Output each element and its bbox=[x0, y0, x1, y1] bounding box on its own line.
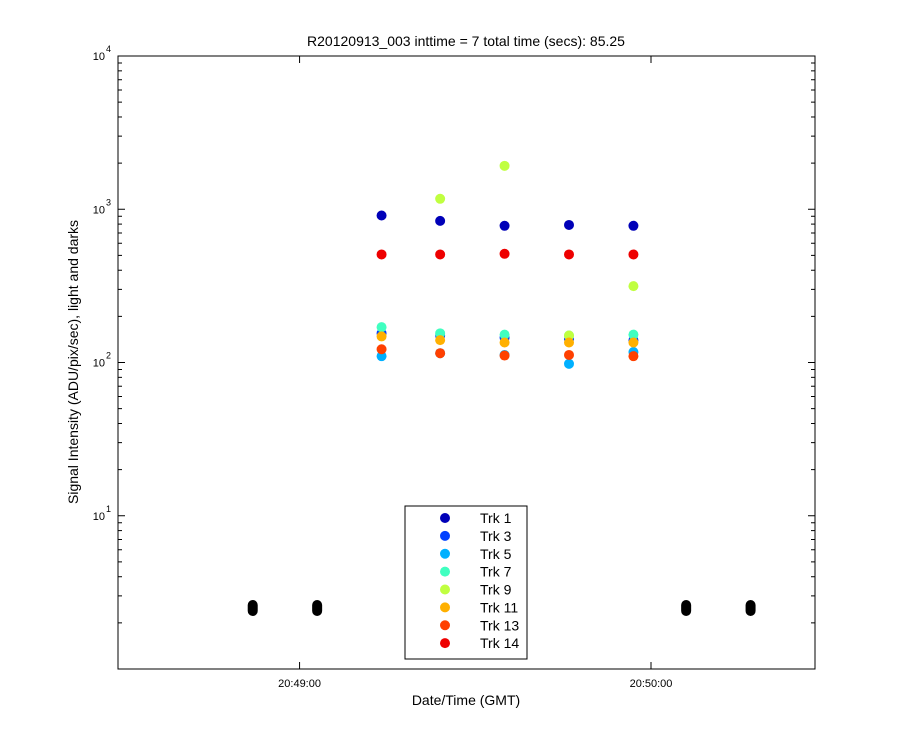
y-tick-label-base: 10 bbox=[93, 51, 105, 63]
legend-label: Trk 3 bbox=[480, 528, 512, 544]
y-tick-label-base: 10 bbox=[93, 511, 105, 523]
legend-label: Trk 1 bbox=[480, 510, 512, 526]
legend-marker bbox=[440, 530, 450, 541]
dark-point bbox=[745, 600, 756, 617]
legend-marker bbox=[440, 602, 450, 613]
scatter-point bbox=[376, 322, 387, 333]
y-tick-label-exponent: 4 bbox=[106, 44, 111, 54]
legend-label: Trk 13 bbox=[480, 617, 519, 633]
y-tick-label-exponent: 3 bbox=[106, 197, 111, 207]
scatter-point bbox=[376, 249, 387, 260]
scatter-point bbox=[564, 219, 574, 230]
legend-marker bbox=[440, 620, 450, 631]
legend-item: Trk 7 bbox=[440, 564, 512, 580]
scatter-point bbox=[628, 329, 639, 340]
x-tick-label: 20:50:00 bbox=[630, 678, 673, 690]
legend-label: Trk 9 bbox=[480, 582, 512, 598]
legend-label: Trk 7 bbox=[480, 564, 512, 580]
legend-marker bbox=[440, 566, 450, 577]
scatter-point bbox=[499, 329, 510, 340]
legend-marker bbox=[440, 513, 450, 523]
y-tick-label-exponent: 1 bbox=[106, 504, 111, 514]
scatter-point bbox=[628, 337, 639, 348]
y-tick-label-base: 10 bbox=[93, 204, 105, 216]
scatter-point bbox=[564, 349, 574, 360]
axis-ticks bbox=[118, 56, 815, 669]
legend-item: Trk 9 bbox=[440, 582, 512, 598]
scatter-point bbox=[376, 351, 387, 362]
y-tick-label: 102 bbox=[93, 351, 111, 370]
scatter-point bbox=[628, 351, 639, 362]
y-tick-label: 104 bbox=[93, 44, 111, 63]
scatter-point bbox=[435, 348, 446, 359]
scatter-point bbox=[376, 210, 387, 221]
legend-marker bbox=[440, 638, 450, 649]
legend-item: Trk 11 bbox=[440, 599, 518, 615]
scatter-point bbox=[435, 193, 446, 204]
scatter-point bbox=[435, 335, 446, 346]
scatter-point bbox=[499, 337, 510, 348]
scatter-point bbox=[628, 220, 639, 231]
y-axis-label: Signal Intensity (ADU/pix/sec), light an… bbox=[65, 220, 81, 504]
scatter-point bbox=[564, 330, 574, 341]
legend-item: Trk 14 bbox=[440, 635, 519, 651]
dark-point bbox=[681, 600, 692, 617]
dark-point bbox=[247, 600, 258, 617]
x-tick-label: 20:49:00 bbox=[278, 678, 321, 690]
scatter-point bbox=[499, 220, 510, 231]
scatter-point bbox=[564, 337, 574, 348]
y-tick-label: 103 bbox=[93, 197, 111, 216]
legend-label: Trk 11 bbox=[480, 599, 518, 615]
scatter-point bbox=[564, 358, 574, 369]
scatter-point bbox=[435, 249, 446, 260]
y-tick-label-base: 10 bbox=[93, 358, 105, 370]
scatter-point bbox=[628, 249, 639, 260]
data-points bbox=[247, 160, 756, 617]
scatter-point bbox=[499, 248, 510, 259]
legend-box bbox=[404, 505, 528, 660]
legend-item: Trk 3 bbox=[440, 528, 512, 544]
scatter-point bbox=[628, 281, 639, 292]
y-tick-label-exponent: 2 bbox=[106, 351, 111, 361]
scatter-point bbox=[376, 344, 387, 355]
legend-marker bbox=[440, 548, 450, 559]
legend-item: Trk 5 bbox=[440, 546, 512, 562]
scatter-point bbox=[564, 249, 574, 260]
scatter-point bbox=[499, 160, 510, 171]
legend-marker bbox=[440, 584, 450, 595]
scatter-point bbox=[376, 331, 387, 342]
legend-item: Trk 1 bbox=[440, 510, 512, 526]
legend-label: Trk 14 bbox=[480, 635, 519, 651]
legend-item: Trk 13 bbox=[440, 617, 519, 633]
y-tick-label: 101 bbox=[93, 504, 111, 523]
scatter-point bbox=[499, 350, 510, 361]
legend-label: Trk 5 bbox=[480, 546, 512, 562]
dark-point bbox=[312, 600, 323, 617]
plot-frame bbox=[117, 55, 816, 670]
scatter-point bbox=[435, 215, 446, 226]
chart-title: R20120913_003 inttime = 7 total time (se… bbox=[307, 33, 625, 49]
x-axis-label: Date/Time (GMT) bbox=[412, 692, 520, 708]
